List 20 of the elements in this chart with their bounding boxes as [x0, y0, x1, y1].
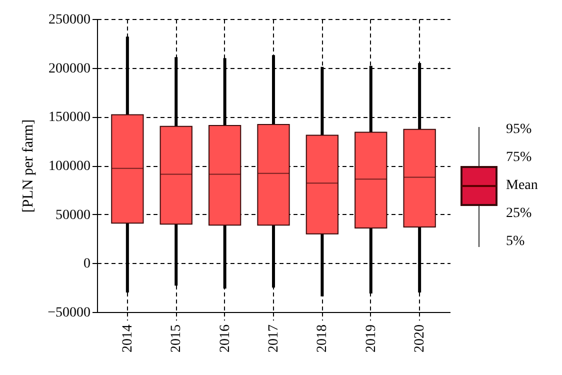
text: 75% [506, 150, 532, 166]
y-tick-label: 150000 [48, 110, 90, 126]
y-tick-label: −50000 [48, 306, 90, 320]
y-axis-title: [PLN per farm] [20, 119, 37, 213]
text: 25% [506, 206, 532, 222]
y-tick-label: 0 [84, 256, 90, 272]
y-tick-label: 250000 [48, 12, 90, 28]
x-tick-label: 2017 [266, 324, 282, 352]
x-tick-label: 2019 [364, 324, 379, 352]
x-tick-label: 2018 [315, 324, 330, 352]
x-tick-label: 2016 [218, 324, 233, 352]
text: Mean [506, 178, 538, 194]
text: 95% [506, 122, 532, 138]
text: 5% [506, 234, 525, 250]
y-tick-label: 100000 [48, 159, 90, 174]
x-tick-label: 2014 [120, 324, 136, 352]
y-tick-label: 50000 [56, 208, 90, 223]
y-tick-label: 200000 [48, 61, 90, 76]
x-tick-label: 2020 [412, 324, 428, 352]
x-tick-label: 2015 [169, 324, 184, 352]
